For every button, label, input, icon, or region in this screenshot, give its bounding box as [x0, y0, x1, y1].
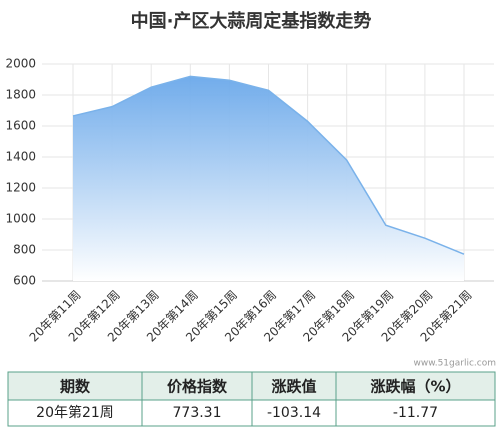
table-cell: 20年第21周 — [36, 404, 114, 421]
area — [73, 76, 464, 282]
table-cell: -11.77 — [393, 405, 438, 421]
table-header-cell: 涨跌值 — [271, 378, 316, 396]
y-tick-label: 1400 — [5, 150, 36, 164]
y-tick-label: 1000 — [5, 212, 36, 226]
table-cell: 773.31 — [173, 405, 222, 421]
watermark: www.51garlic.com — [413, 359, 496, 369]
y-tick-label: 2000 — [5, 57, 36, 71]
y-tick-label: 1200 — [5, 181, 36, 195]
chart-title: 中国·产区大蒜周定基指数走势 — [131, 10, 372, 32]
y-tick-label: 1600 — [5, 119, 36, 133]
y-tick-label: 600 — [13, 274, 36, 288]
table — [7, 371, 496, 427]
table-header-cell: 涨跌幅（%） — [370, 378, 460, 396]
table-header-cell: 期数 — [60, 378, 91, 396]
table-header-cell: 价格指数 — [167, 378, 228, 396]
table-cell: -103.14 — [267, 405, 321, 421]
line — [72, 75, 465, 255]
y-tick-label: 800 — [13, 243, 36, 257]
y-tick-label: 1800 — [5, 88, 36, 102]
